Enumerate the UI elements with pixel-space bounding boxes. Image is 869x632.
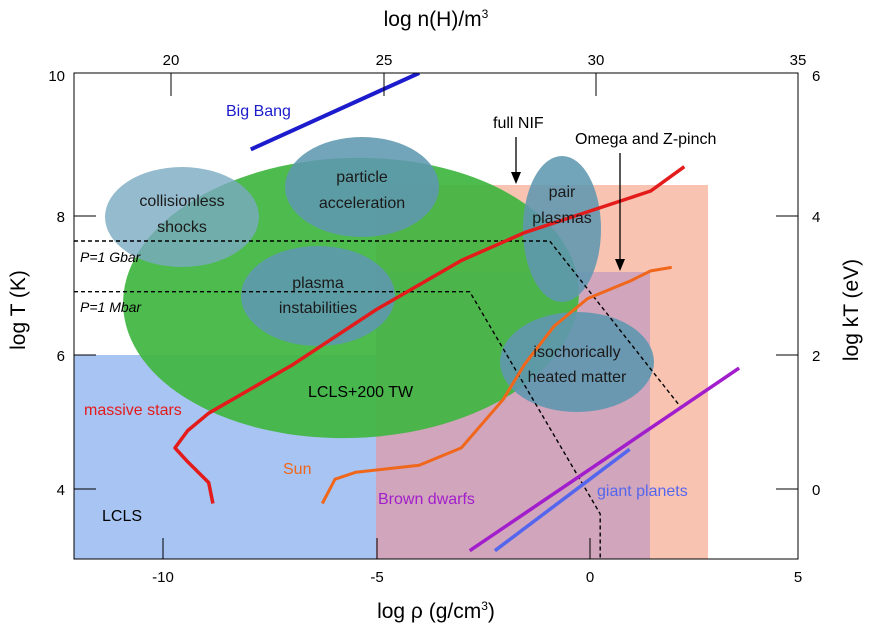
annotation-arrows — [511, 137, 625, 271]
x-top-axis-title: log n(H)/m3 — [384, 7, 489, 31]
tick-marks — [74, 73, 798, 559]
subregion-label: plasmas — [532, 210, 592, 227]
x-bottom-tick-label: 5 — [794, 569, 802, 586]
x-top-tick-label: 25 — [376, 52, 393, 69]
y-left-tick-label: 8 — [57, 209, 65, 226]
subregion-label: heated matter — [528, 369, 627, 386]
series-brown-dwarfs — [468, 366, 741, 553]
region-label-lcls-200tw: LCLS+200 TW — [308, 384, 414, 401]
subregion-label: instabilities — [279, 300, 357, 317]
x-bottom-tick-label: -5 — [370, 569, 383, 586]
y-right-tick-label: 4 — [812, 209, 820, 226]
subregion-label: plasma — [292, 275, 344, 292]
x-bottom-tick-label: -10 — [152, 569, 174, 586]
subregion-particle-acceleration — [285, 137, 439, 237]
series-sun — [320, 265, 672, 505]
x-top-tick-label: 20 — [163, 52, 180, 69]
annotation-full-nif: full NIF — [493, 115, 544, 132]
pressure-line-1mbar — [74, 291, 601, 559]
pressure-label-1gbar: P=1 Gbar — [80, 249, 142, 265]
subregion-isochoric — [500, 312, 654, 412]
annotation-omega-z-pinch: Omega and Z-pinch — [575, 131, 716, 148]
x-bottom-tick-label: 0 — [586, 569, 594, 586]
y-left-tick-label: 4 — [57, 482, 65, 499]
y-right-tick-label: 0 — [812, 482, 820, 499]
pressure-label-1mbar: P=1 Mbar — [80, 299, 142, 315]
subregion-label: collisionless — [139, 193, 224, 210]
y-right-axis-title: log kT (eV) — [840, 259, 863, 361]
plot-area — [74, 73, 741, 559]
x-top-tick-label: 30 — [588, 52, 605, 69]
series-label-massive-stars: massive stars — [84, 402, 182, 419]
y-left-tick-label: 10 — [48, 68, 65, 85]
subregion-label: acceleration — [319, 195, 405, 212]
subregion-collisionless-shocks — [105, 167, 259, 267]
x-bottom-axis-title: log ρ (g/cm3) — [377, 599, 495, 623]
series-label-big-bang: Big Bang — [226, 103, 291, 120]
plot-frame — [73, 72, 799, 560]
subregion-label: pair — [549, 184, 576, 201]
y-right-tick-label: 2 — [812, 348, 820, 365]
series-label-giant-planets: giant planets — [597, 483, 688, 500]
region-label-lcls: LCLS — [102, 508, 142, 525]
pressure-line-1gbar — [74, 240, 681, 407]
series-label-brown-dwarfs: Brown dwarfs — [378, 491, 475, 508]
subregion-label: particle — [336, 169, 388, 186]
y-right-tick-label: 6 — [812, 68, 820, 85]
y-left-tick-label: 6 — [57, 348, 65, 365]
x-top-tick-label: 35 — [790, 52, 807, 69]
y-left-axis-title: log T (K) — [7, 270, 30, 350]
subregion-pair-plasmas — [523, 156, 601, 302]
series-massive-stars — [173, 165, 686, 504]
series-giant-planets — [493, 447, 631, 553]
series-big-bang — [249, 73, 421, 152]
subregion-label: shocks — [157, 219, 207, 236]
subregion-plasma-instabilities — [241, 246, 395, 346]
series-label-sun: Sun — [283, 461, 311, 478]
subregion-label: isochorically — [533, 344, 620, 361]
